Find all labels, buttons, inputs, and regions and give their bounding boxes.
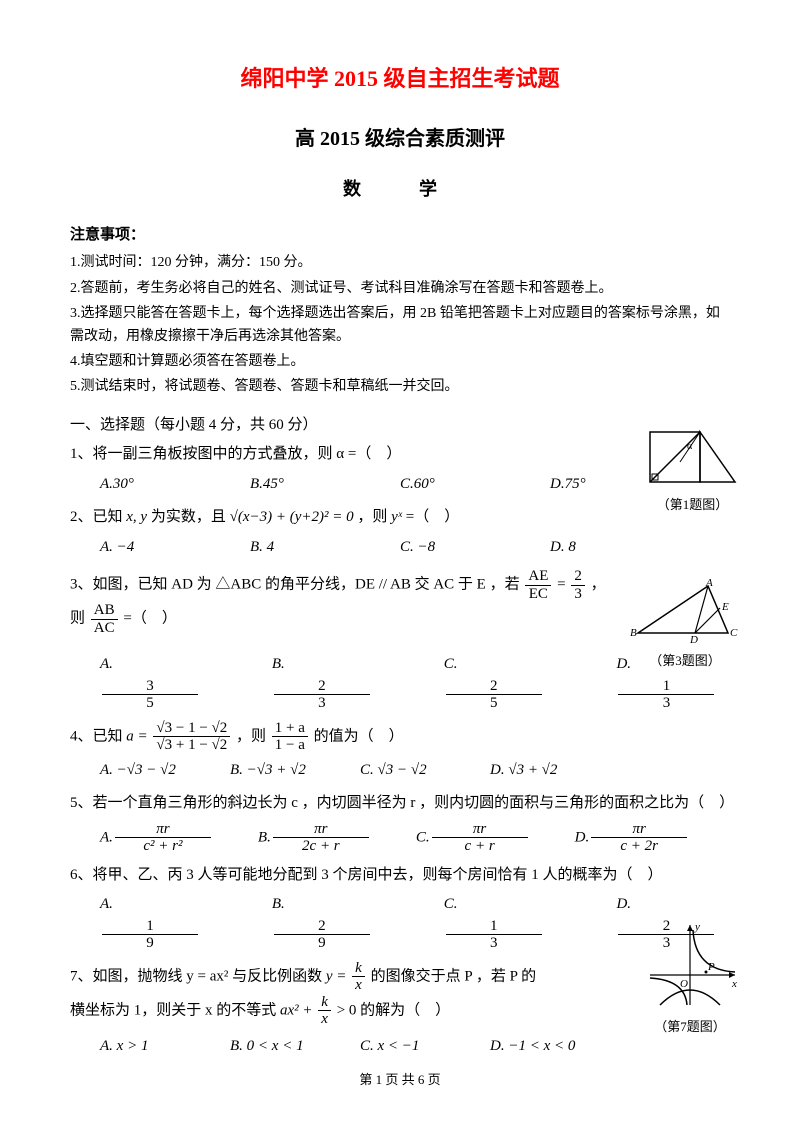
exam-page: 绵阳中学 2015 级自主招生考试题 高 2015 级综合素质测评 数 学 注意…: [0, 0, 800, 1121]
figure-caption: （第7题图）: [640, 1016, 740, 1038]
svg-text:A: A: [705, 578, 713, 589]
figure-3: A B C D E （第3题图）: [630, 578, 740, 671]
triangle-diagram-icon: A B C D E: [630, 578, 740, 643]
notice-item: 5.测试结束时，将试题卷、答题卷、答题卡和草稿纸一并交回。: [70, 376, 730, 398]
option: A.30°: [100, 472, 190, 498]
svg-text:E: E: [721, 601, 729, 613]
question-text: 为实数，且: [151, 509, 230, 525]
option: D.πrc + 2r: [575, 821, 690, 855]
graph-icon: x y O P: [640, 920, 740, 1010]
math-var: x, y: [126, 509, 147, 525]
option: A. x > 1: [100, 1034, 190, 1060]
svg-text:P: P: [707, 961, 715, 973]
question-6: 6、将甲、乙、丙 3 人等可能地分配到 3 个房间中去，则每个房间恰有 1 人的…: [70, 863, 730, 889]
option: C. −8: [400, 535, 490, 561]
title-black: 高 2015 级综合素质测评: [70, 122, 730, 156]
question-text: 2、已知: [70, 509, 126, 525]
question-text: 6、将甲、乙、丙 3 人等可能地分配到 3 个房间中去，则每个房间恰有 1 人的…: [70, 867, 663, 883]
svg-text:B: B: [630, 627, 637, 639]
section-header: 一、选择题（每小题 4 分，共 60 分）: [70, 413, 730, 439]
figure-1: α （第1题图）: [645, 427, 740, 515]
options-row: A.πrc² + r² B.πr2c + r C.πrc + r D.πrc +…: [100, 821, 730, 855]
question-text: 的图像交于点 P ，若 P 的: [371, 968, 537, 984]
option: C.60°: [400, 472, 490, 498]
fraction: √3 − 1 − √2√3 + 1 − √2: [153, 720, 230, 754]
fraction: kx: [318, 994, 331, 1028]
option: B. 4: [250, 535, 340, 561]
question-2: 2、已知 x, y 为实数，且 √(x−3) + (y+2)² = 0 ，则 y…: [70, 505, 730, 531]
math-expr: √(x−3) + (y+2)² = 0: [230, 509, 354, 525]
option: A. −√3 − √2: [100, 758, 190, 784]
question-text: 横坐标为 1，则关于 x 的不等式: [70, 1002, 280, 1018]
math-var: a =: [126, 728, 147, 744]
notice-item: 4.填空题和计算题必须答在答题卷上。: [70, 351, 730, 373]
fraction: 23: [571, 568, 585, 602]
svg-text:D: D: [689, 634, 698, 643]
math-var: yˣ: [391, 509, 402, 525]
option: A.19: [100, 892, 212, 952]
option: B. 0 < x < 1: [230, 1034, 320, 1060]
svg-text:y: y: [694, 921, 700, 933]
figure-7: x y O P （第7题图）: [640, 920, 740, 1038]
option: A.35: [100, 652, 212, 712]
question-text: ，则: [236, 728, 270, 744]
fraction: 1 + a1 − a: [272, 720, 308, 754]
question-text: ，: [591, 577, 606, 593]
question-text: 的值为（ ）: [314, 728, 404, 744]
fraction: ABAC: [91, 602, 118, 636]
options-row: A. x > 1 B. 0 < x < 1 C. x < −1 D. −1 < …: [100, 1034, 730, 1060]
notice-item: 2.答题前，考生务必将自己的姓名、测试证号、考试科目准确涂写在答题卡和答题卷上。: [70, 278, 730, 300]
question-1: 1、将一副三角板按图中的方式叠放，则 α =（ ） α （第1题图）: [70, 442, 730, 468]
question-text: ，则: [357, 509, 391, 525]
svg-text:x: x: [731, 978, 737, 990]
options-row: A. −√3 − √2 B. −√3 + √2 C. √3 − √2 D. √3…: [100, 758, 730, 784]
option: C. √3 − √2: [360, 758, 450, 784]
notice-item: 1.测试时间：120 分钟，满分：150 分。: [70, 252, 730, 274]
question-text: > 0 的解为（ ）: [337, 1002, 450, 1018]
math-expr: ax² +: [280, 1002, 313, 1018]
option: C. x < −1: [360, 1034, 450, 1060]
option: B.23: [272, 652, 384, 712]
option: D. −1 < x < 0: [490, 1034, 580, 1060]
question-text: 7、如图，抛物线 y = ax² 与反比例函数: [70, 968, 326, 984]
question-text: 5、若一个直角三角形的斜边长为 c ，内切圆半径为 r ，则内切圆的面积与三角形…: [70, 795, 734, 811]
question-text: =（ ）: [406, 509, 459, 525]
svg-text:α: α: [687, 441, 693, 452]
title-red: 绵阳中学 2015 级自主招生考试题: [70, 60, 730, 97]
option: C.25: [444, 652, 557, 712]
question-text: =（ ）: [123, 611, 176, 627]
options-row: A. −4 B. 4 C. −8 D. 8: [100, 535, 730, 561]
question-text: 则: [70, 611, 89, 627]
fraction: AEEC: [525, 568, 551, 602]
option: B.29: [272, 892, 384, 952]
option: B.45°: [250, 472, 340, 498]
option: A. −4: [100, 535, 190, 561]
fraction: kx: [352, 960, 365, 994]
question-5: 5、若一个直角三角形的斜边长为 c ，内切圆半径为 r ，则内切圆的面积与三角形…: [70, 791, 730, 817]
question-3: 3、如图，已知 AD 为 △ABC 的角平分线，DE // AB 交 AC 于 …: [70, 568, 730, 648]
triangle-stack-icon: α: [645, 427, 740, 487]
notice-header: 注意事项：: [70, 223, 730, 249]
svg-text:O: O: [680, 978, 688, 990]
option: A.πrc² + r²: [100, 821, 213, 855]
option: D. 8: [550, 535, 640, 561]
figure-caption: （第3题图）: [630, 650, 740, 672]
options-row: A.30° B.45° C.60° D.75°: [100, 472, 730, 498]
option: B.πr2c + r: [258, 821, 371, 855]
option: C.13: [444, 892, 557, 952]
notice-item: 3.选择题只能答在答题卡上，每个选择题选出答案后，用 2B 铅笔把答题卡上对应题…: [70, 303, 730, 348]
question-text: 4、已知: [70, 728, 126, 744]
subject-label: 数 学: [70, 174, 730, 205]
option: C.πrc + r: [416, 821, 530, 855]
option: B. −√3 + √2: [230, 758, 320, 784]
question-text: 1、将一副三角板按图中的方式叠放，则 α =（ ）: [70, 446, 401, 462]
options-row: A.19 B.29 C.13 D.23: [100, 892, 730, 952]
question-4: 4、已知 a = √3 − 1 − √2√3 + 1 − √2 ，则 1 + a…: [70, 720, 730, 754]
page-footer: 第 1 页 共 6 页: [70, 1069, 730, 1091]
svg-text:C: C: [730, 627, 738, 639]
question-text: 3、如图，已知 AD 为 △ABC 的角平分线，DE // AB 交 AC 于 …: [70, 577, 523, 593]
option: D.75°: [550, 472, 640, 498]
option: D. √3 + √2: [490, 758, 580, 784]
question-7: 7、如图，抛物线 y = ax² 与反比例函数 y = kx 的图像交于点 P …: [70, 960, 730, 1030]
